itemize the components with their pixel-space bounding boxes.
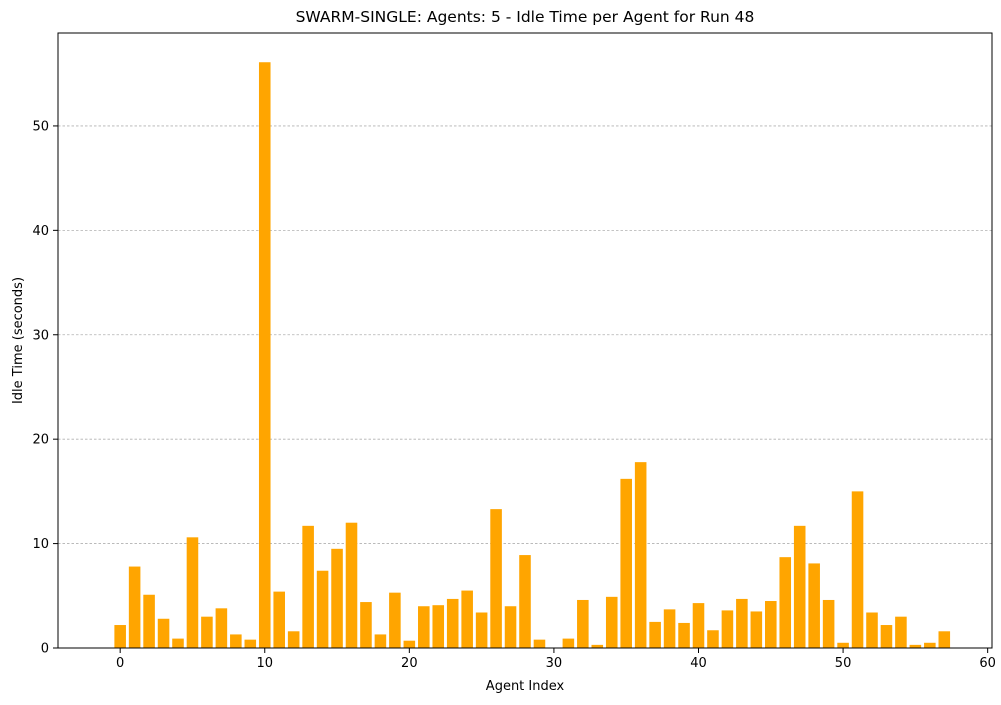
bar bbox=[765, 601, 777, 648]
bar bbox=[446, 598, 459, 648]
bar bbox=[822, 599, 835, 648]
bar bbox=[157, 618, 170, 648]
bar bbox=[316, 570, 329, 648]
bar bbox=[895, 616, 907, 648]
bar bbox=[663, 609, 676, 648]
x-tick-label: 40 bbox=[690, 656, 707, 671]
bar bbox=[331, 548, 343, 648]
bar bbox=[562, 638, 575, 648]
bar bbox=[258, 62, 271, 649]
chart-title: SWARM-SINGLE: Agents: 5 - Idle Time per … bbox=[296, 8, 755, 26]
bar bbox=[461, 590, 473, 648]
x-tick-label: 10 bbox=[256, 656, 273, 671]
bar bbox=[692, 603, 705, 648]
bar bbox=[779, 557, 792, 648]
bar bbox=[938, 631, 951, 648]
bar bbox=[504, 606, 517, 648]
bar bbox=[678, 622, 690, 648]
bar bbox=[201, 616, 213, 648]
bar bbox=[389, 592, 401, 648]
bar bbox=[649, 621, 661, 648]
grid-layer bbox=[58, 125, 992, 544]
y-tick-label: 50 bbox=[32, 119, 49, 134]
bar bbox=[736, 598, 748, 648]
y-tick-label: 0 bbox=[41, 642, 49, 657]
bar bbox=[403, 640, 416, 648]
bars-layer bbox=[114, 62, 951, 649]
bar bbox=[924, 642, 936, 648]
bar bbox=[432, 605, 445, 648]
y-axis-ticks: 0 10 20 30 40 50 bbox=[32, 119, 58, 657]
x-tick-label: 60 bbox=[979, 656, 996, 671]
bar bbox=[186, 537, 199, 648]
bar bbox=[591, 644, 604, 648]
x-tick-label: 0 bbox=[116, 656, 124, 671]
bar bbox=[808, 563, 820, 648]
bar bbox=[244, 639, 257, 648]
y-tick-label: 40 bbox=[32, 224, 49, 239]
y-axis-label: Idle Time (seconds) bbox=[11, 277, 26, 404]
bar bbox=[360, 602, 372, 648]
plot-frame bbox=[57, 32, 993, 649]
bar bbox=[721, 610, 734, 648]
bar bbox=[215, 608, 228, 648]
bar bbox=[793, 525, 806, 648]
y-tick-label: 30 bbox=[32, 328, 49, 343]
bar bbox=[114, 625, 126, 648]
bar bbox=[418, 606, 430, 648]
bar bbox=[866, 612, 878, 648]
bar bbox=[143, 594, 155, 648]
bar bbox=[490, 509, 502, 648]
bar bbox=[172, 638, 184, 648]
y-tick-label: 10 bbox=[32, 537, 49, 552]
x-tick-label: 20 bbox=[401, 656, 418, 671]
bar bbox=[475, 612, 488, 648]
x-axis-ticks: 0 10 20 30 40 50 60 bbox=[116, 648, 996, 671]
x-tick-label: 50 bbox=[835, 656, 852, 671]
bar bbox=[909, 644, 922, 648]
bar bbox=[230, 634, 242, 648]
bar bbox=[707, 630, 719, 648]
y-tick-label: 20 bbox=[32, 433, 49, 448]
bar bbox=[880, 625, 893, 648]
bar bbox=[302, 525, 314, 648]
x-tick-label: 30 bbox=[546, 656, 563, 671]
bar bbox=[273, 591, 285, 648]
bar bbox=[605, 596, 618, 648]
bar bbox=[577, 599, 589, 648]
bar bbox=[851, 491, 864, 648]
bar bbox=[374, 634, 387, 648]
bar bbox=[533, 639, 546, 648]
bar bbox=[287, 631, 300, 648]
bar bbox=[837, 642, 849, 648]
bar bbox=[620, 478, 632, 648]
bar bbox=[128, 566, 141, 648]
bar bbox=[345, 522, 358, 648]
bar bbox=[750, 611, 763, 648]
bar bbox=[634, 462, 647, 648]
bar bbox=[519, 555, 531, 648]
x-axis-label: Agent Index bbox=[486, 679, 565, 694]
